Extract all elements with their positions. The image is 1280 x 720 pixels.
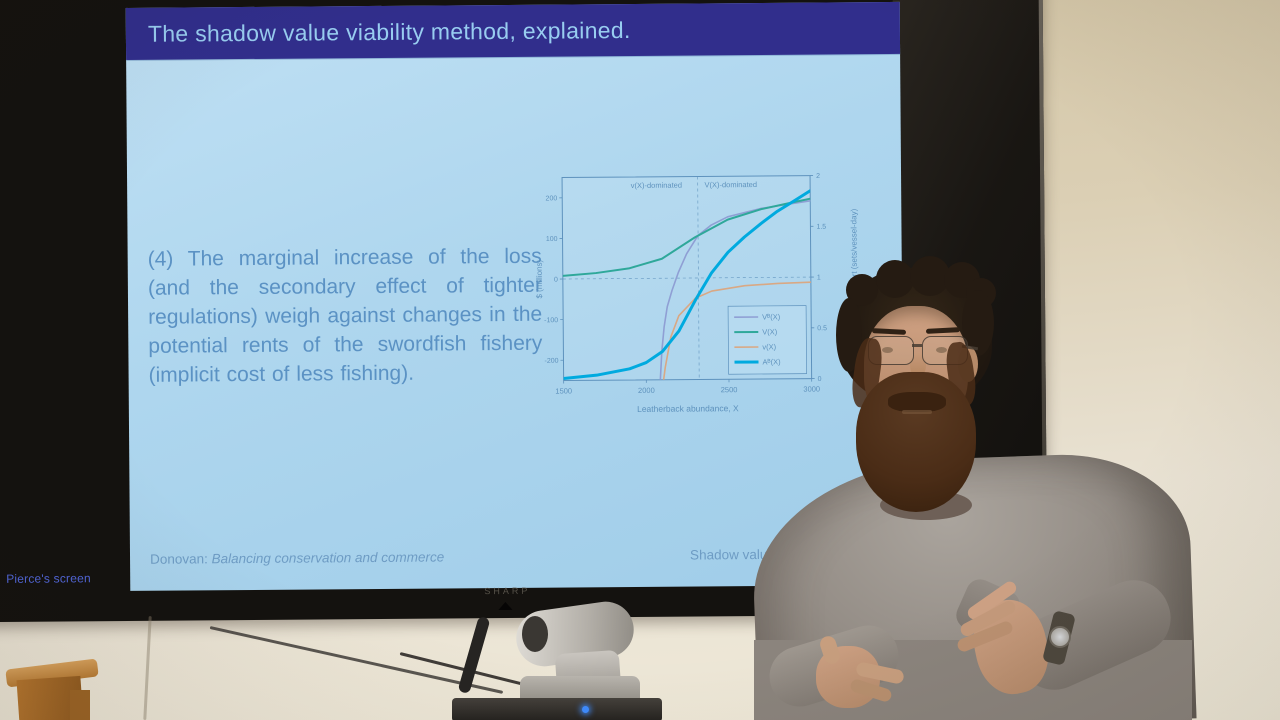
wooden-chair-leg (70, 690, 90, 720)
tv-display: The shadow value viability method, expla… (0, 0, 1048, 623)
chart-svg: 1500 2000 2500 3000-200-100010020000.511.52… (535, 173, 860, 414)
presenter-mouth (902, 410, 932, 414)
svg-text:-100: -100 (544, 317, 558, 324)
presenter-hair-curl (876, 260, 914, 298)
svg-text:3000: 3000 (803, 385, 820, 394)
wrist-watch-face (1049, 626, 1071, 648)
glasses-bridge (912, 344, 922, 347)
presenter-mustache (888, 392, 946, 412)
svg-text:1500: 1500 (555, 386, 572, 395)
presenter-eye (936, 347, 947, 353)
slide-chart: 1500 2000 2500 3000 -200 -100 0 100 200 0 0.5 1 1.5 2… (532, 159, 864, 417)
svg-text:Leatherback abundance, X: Leatherback abundance, X (637, 403, 739, 414)
slide: The shadow value viability method, expla… (125, 1, 905, 591)
camera-lens (522, 616, 548, 652)
svg-text:2500: 2500 (721, 385, 738, 394)
svg-text:V(X): V(X) (762, 327, 778, 336)
svg-text:0.5: 0.5 (817, 325, 827, 332)
svg-text:100: 100 (546, 236, 558, 243)
svg-text:Aᴮ(X): Aᴮ(X) (762, 357, 781, 366)
svg-text:2000: 2000 (638, 386, 655, 395)
svg-text:0: 0 (554, 277, 558, 284)
svg-text:1: 1 (817, 274, 821, 281)
svg-text:Vᴮ(X): Vᴮ(X) (762, 312, 781, 321)
svg-text:2: 2 (816, 173, 820, 180)
svg-text:200: 200 (546, 195, 558, 202)
svg-text:0: 0 (818, 376, 822, 383)
svg-text:V(X)-dominated: V(X)-dominated (704, 180, 757, 189)
svg-text:v(X)-dominated: v(X)-dominated (631, 181, 682, 190)
svg-text:-200: -200 (544, 358, 558, 365)
svg-text:$ (millions): $ (millions) (535, 260, 544, 299)
camera-base (452, 698, 662, 720)
presenter-eye (882, 347, 893, 353)
svg-text:v(X): v(X) (762, 342, 776, 351)
svg-text:1.5: 1.5 (816, 224, 826, 231)
presenter-hair-curl (910, 256, 950, 296)
camera-led-light (582, 706, 589, 713)
